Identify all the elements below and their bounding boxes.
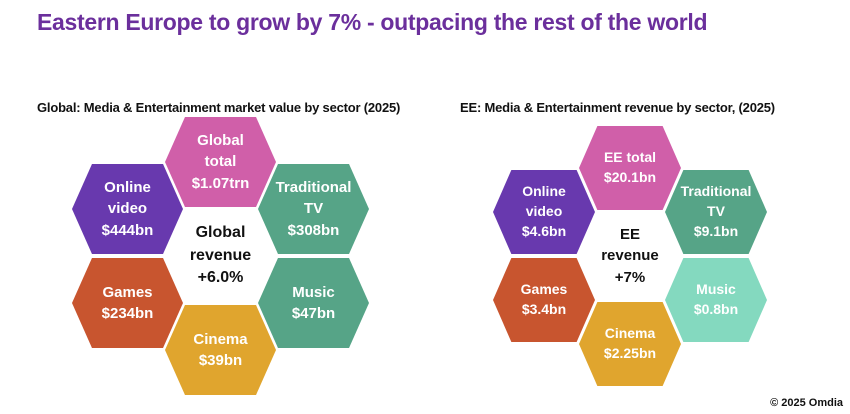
- hex-text-line: Online: [104, 179, 151, 197]
- hex-text-line: EE: [619, 226, 640, 244]
- hexagon-cinema: Cinema $2.25bn: [579, 302, 681, 386]
- hex-text-line: Games: [520, 281, 568, 298]
- hex-text-line: $0.8bn: [693, 301, 739, 317]
- hex-text-line: $2.25bn: [603, 345, 657, 361]
- hex-text-line: +7%: [614, 268, 646, 286]
- hex-text-line: Global: [197, 132, 244, 150]
- hexagon-online-video: Online video $444bn: [72, 164, 183, 254]
- hexagon-music: Music $47bn: [258, 258, 369, 348]
- hexagon-games: Games $3.4bn: [493, 258, 595, 342]
- hex-text-line: $4.6bn: [521, 222, 567, 239]
- hex-text-line: Traditional: [680, 183, 752, 200]
- hex-text-line: $47bn: [291, 305, 336, 322]
- hex-text-line: Music: [696, 281, 736, 298]
- hex-text-line: Cinema: [193, 330, 248, 348]
- hexagon-music: Music $0.8bn: [665, 258, 767, 342]
- hex-text-line: Traditional: [275, 179, 352, 197]
- hex-text-line: video: [525, 203, 563, 220]
- hex-text-line: video: [107, 200, 148, 218]
- hex-text-line: EE total: [603, 149, 657, 166]
- cluster-center-label: EE revenue +7%: [579, 214, 681, 298]
- copyright-notice: © 2025 Omdia: [770, 397, 843, 409]
- ee-cluster-title: EE: Media & Entertainment revenue by sec…: [460, 100, 775, 115]
- hex-text-line: Games: [102, 283, 153, 301]
- hexagon-cinema: Cinema $39bn: [165, 305, 276, 395]
- hexagon-traditional-tv: Traditional TV $9.1bn: [665, 170, 767, 254]
- hex-text-line: $3.4bn: [521, 301, 567, 317]
- page-title: Eastern Europe to grow by 7% - outpacing…: [37, 9, 708, 35]
- hex-text-line: TV: [707, 203, 725, 220]
- hex-text-line: $444bn: [101, 221, 154, 239]
- hex-text-line: TV: [303, 200, 324, 218]
- hex-text-line: $1.07trn: [191, 174, 250, 192]
- global-cluster-title: Global: Media & Entertainment market val…: [37, 100, 401, 115]
- hexagon-global-total: Global total $1.07trn: [165, 117, 276, 207]
- hex-text-line: revenue: [189, 246, 252, 264]
- hex-text-line: Cinema: [604, 325, 656, 342]
- hexagon-online-video: Online video $4.6bn: [493, 170, 595, 254]
- hexagon-traditional-tv: Traditional TV $308bn: [258, 164, 369, 254]
- hexagon-games: Games $234bn: [72, 258, 183, 348]
- cluster-center-label: Global revenue +6.0%: [165, 211, 276, 301]
- hex-text-line: Music: [292, 283, 335, 301]
- hex-text-line: $308bn: [287, 221, 340, 239]
- hex-text-line: $39bn: [198, 352, 243, 369]
- hex-text-line: $20.1bn: [603, 169, 657, 185]
- hexagon-ee-total: EE total $20.1bn: [579, 126, 681, 210]
- hex-text-line: $234bn: [101, 305, 154, 322]
- hex-text-line: total: [204, 153, 237, 171]
- hex-text-line: +6.0%: [197, 269, 244, 287]
- hex-text-line: $9.1bn: [693, 222, 739, 239]
- hex-text-line: Online: [522, 183, 566, 200]
- hex-text-line: revenue: [601, 247, 659, 265]
- hex-text-line: Global: [195, 223, 246, 241]
